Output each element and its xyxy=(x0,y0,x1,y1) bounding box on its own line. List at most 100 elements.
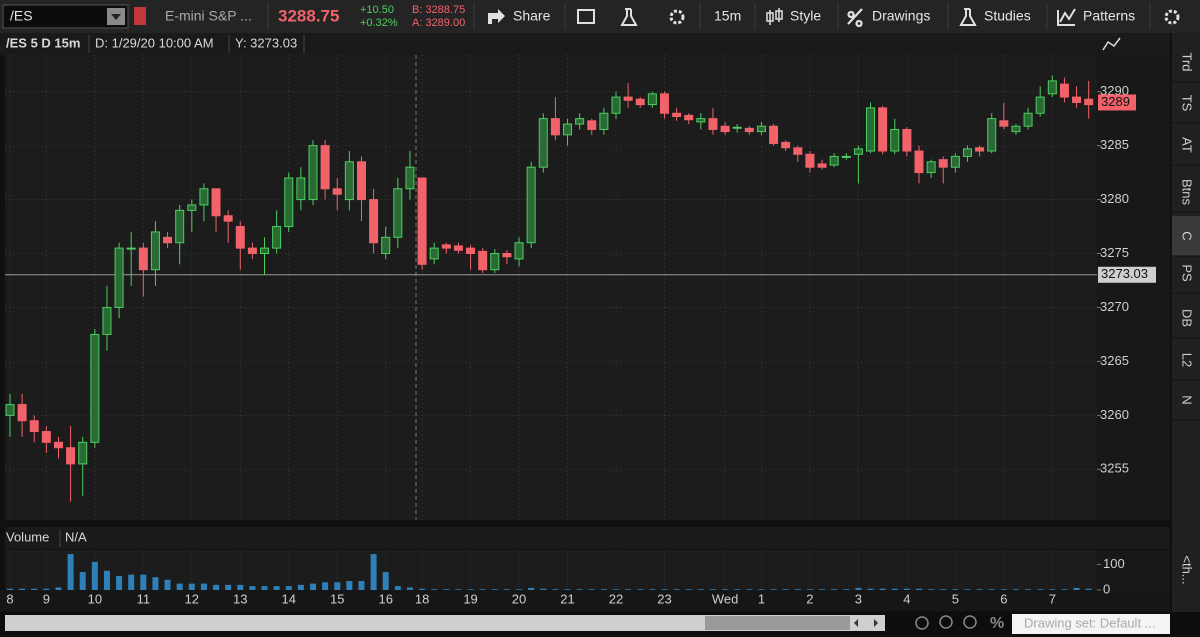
volume-bar xyxy=(746,589,753,590)
volume-bar xyxy=(964,589,971,590)
candle-body xyxy=(126,247,136,250)
patterns-button[interactable]: Patterns xyxy=(1083,8,1135,24)
volume-bar xyxy=(903,588,910,590)
side-panel xyxy=(1172,33,1200,613)
percent-change: +0.32% xyxy=(360,17,398,29)
zoom-out[interactable] xyxy=(963,615,977,629)
x-tick-label: 6 xyxy=(1000,591,1007,606)
x-tick-label: 22 xyxy=(609,591,623,606)
side-tab[interactable]: AT xyxy=(1180,137,1195,153)
scrollbar[interactable] xyxy=(5,615,885,631)
x-tick-label: 14 xyxy=(282,591,296,606)
scroll-thumb[interactable] xyxy=(705,616,850,630)
volume-bar xyxy=(419,588,426,590)
crosshair-tool[interactable] xyxy=(915,616,929,630)
candle-body xyxy=(732,126,742,129)
flask-icon[interactable] xyxy=(620,8,638,26)
side-tab[interactable]: L2 xyxy=(1180,353,1195,367)
volume-bar xyxy=(928,589,935,590)
volume-bar xyxy=(443,589,450,590)
volume-bar xyxy=(237,584,244,590)
volume-bar xyxy=(734,589,741,590)
studies-icon[interactable] xyxy=(959,8,977,26)
link-button[interactable] xyxy=(134,7,146,25)
volume-bar xyxy=(261,586,268,590)
side-tab[interactable]: Btns xyxy=(1180,179,1195,206)
description: E-mini S&P ... xyxy=(165,8,252,24)
candle-body xyxy=(78,441,88,465)
volume-bar xyxy=(116,575,123,590)
candle-body xyxy=(878,107,888,152)
volume-bar xyxy=(673,589,680,590)
side-tab[interactable]: TS xyxy=(1180,95,1195,112)
volume-bar xyxy=(661,589,668,590)
candle-body xyxy=(866,107,876,152)
drawings-icon[interactable] xyxy=(847,8,863,28)
zoom-in[interactable] xyxy=(939,615,953,629)
candle-body xyxy=(381,236,391,255)
gear-icon[interactable] xyxy=(669,9,685,25)
volume-bar xyxy=(79,572,86,590)
studies-button[interactable]: Studies xyxy=(984,8,1031,24)
price-axis xyxy=(1097,55,1170,520)
volume-bar xyxy=(1049,589,1056,590)
drawings-button[interactable]: Drawings xyxy=(872,8,930,24)
candle-body xyxy=(187,204,197,211)
y-tick-label: 3260 xyxy=(1100,407,1129,422)
alert-icon[interactable] xyxy=(577,9,595,24)
ask: A: 3289.00 xyxy=(412,17,465,29)
volume-bar xyxy=(1025,589,1032,590)
chart-icon[interactable] xyxy=(1102,37,1121,51)
volume-bar xyxy=(200,583,207,590)
volume-bar xyxy=(19,588,26,590)
volume-bar xyxy=(952,589,959,590)
side-tab[interactable]: PS xyxy=(1180,264,1195,282)
candle-body xyxy=(684,114,694,121)
candle-body xyxy=(405,166,415,190)
candle-body xyxy=(575,118,585,125)
side-tab[interactable]: N xyxy=(1180,395,1195,404)
volume-tick-label: 0 xyxy=(1103,581,1110,596)
volume-bar xyxy=(467,589,474,590)
drawing-set-box[interactable] xyxy=(1012,614,1170,634)
volume-bar xyxy=(540,588,547,590)
drawing-set: Drawing set: Default ... xyxy=(1024,615,1156,630)
x-tick-label: 13 xyxy=(233,591,247,606)
candle-body xyxy=(611,96,621,114)
candle-body xyxy=(235,226,245,249)
share-icon[interactable] xyxy=(488,9,505,24)
aggregation[interactable]: 15m xyxy=(714,8,741,24)
volume-bar xyxy=(1073,587,1080,590)
volume-bar xyxy=(176,583,183,590)
side-tab[interactable]: C xyxy=(1180,231,1195,240)
x-tick-label: 10 xyxy=(88,591,102,606)
side-tab[interactable]: DB xyxy=(1180,309,1195,327)
candle-body xyxy=(478,250,488,271)
volume-bar xyxy=(91,561,98,590)
patterns-icon[interactable] xyxy=(1057,8,1076,26)
candle-body xyxy=(659,93,669,114)
candle-body xyxy=(163,236,173,244)
candle-body xyxy=(781,141,791,149)
candle-body xyxy=(441,244,451,249)
candle-body xyxy=(793,147,803,155)
symbol: /ES xyxy=(10,8,33,24)
volume-bar xyxy=(394,586,401,590)
candle-body xyxy=(260,247,270,255)
style-icon[interactable] xyxy=(766,8,783,25)
symbol-box[interactable] xyxy=(2,4,129,29)
volume-bar xyxy=(516,589,523,590)
candle-body xyxy=(53,441,63,449)
volume-bar xyxy=(273,586,280,590)
candle-body xyxy=(805,153,815,168)
side-tab[interactable]: Trd xyxy=(1180,52,1195,71)
share-button[interactable]: Share xyxy=(513,8,551,24)
style-button[interactable]: Style xyxy=(790,8,821,24)
percent-tool[interactable]: % xyxy=(990,615,1004,632)
x-tick-label: 8 xyxy=(6,591,13,606)
candle-body xyxy=(938,159,948,168)
settings-icon[interactable] xyxy=(1164,9,1180,25)
volume-label: Volume xyxy=(6,529,49,544)
net-change: +10.50 xyxy=(360,4,394,16)
